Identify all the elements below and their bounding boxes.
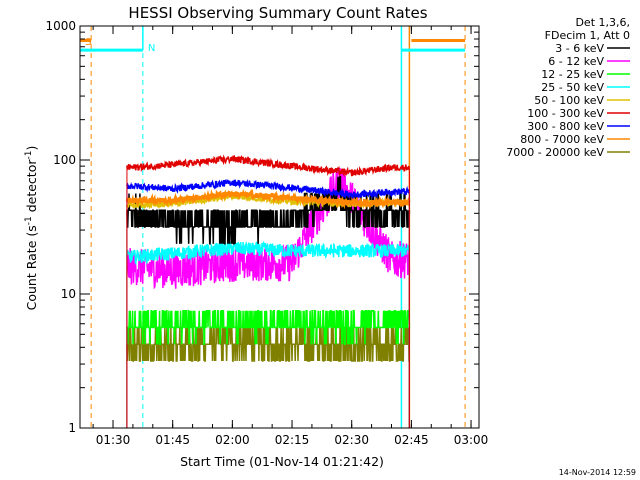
series-line-3 <box>126 240 411 266</box>
y-axis-label-sup2: -1 <box>24 151 34 160</box>
series-line-7 <box>125 188 411 210</box>
legend-entry-4: 50 - 100 keV <box>534 94 604 107</box>
x-axis-label: Start Time (01-Nov-14 01:21:42) <box>180 454 384 469</box>
series-line-1 <box>126 168 411 290</box>
timestamp-label: 14-Nov-2014 12:59 <box>559 468 636 477</box>
night-label: N <box>148 43 155 54</box>
y-tick-label-0: 1 <box>68 421 76 435</box>
y-axis-label-sup1: -1 <box>24 216 34 225</box>
x-tick-label-0: 01:30 <box>96 433 131 447</box>
plot-area: S N 1 10 100 1000 01:30 01:45 02:00 02:15 02:30 02:… <box>45 19 488 447</box>
y-axis-label: Count Rate (s-1 detector-1) <box>24 146 39 311</box>
y-tick-label-1: 10 <box>61 287 76 301</box>
legend-entry-6: 300 - 800 keV <box>527 120 604 133</box>
x-tick-label-1: 01:45 <box>155 433 190 447</box>
x-tick-label-4: 02:30 <box>334 433 369 447</box>
legend-entry-2: 12 - 25 keV <box>541 68 604 81</box>
legend-entry-5: 100 - 300 keV <box>527 107 604 120</box>
legend-entry-7: 800 - 7000 keV <box>520 133 604 146</box>
x-tick-label-2: 02:00 <box>215 433 250 447</box>
legend-header-0: Det 1,3,6, <box>575 16 630 29</box>
legend-entry-3: 25 - 50 keV <box>541 81 604 94</box>
x-tick-label-5: 02:45 <box>394 433 429 447</box>
saa-label: S <box>85 37 91 48</box>
series-line-2 <box>126 310 411 346</box>
y-tick-label-2: 100 <box>53 153 76 167</box>
series-line-6 <box>126 178 410 200</box>
chart-title: HESSI Observing Summary Count Rates <box>128 4 427 22</box>
x-tick-label-6: 03:00 <box>454 433 489 447</box>
x-tick-label-3: 02:15 <box>275 433 310 447</box>
y-axis-label-end: ) <box>24 146 39 151</box>
legend-entry-0: 3 - 6 keV <box>555 42 604 55</box>
legend-entry-8: 7000 - 20000 keV <box>506 146 604 159</box>
series-line-0 <box>126 176 411 245</box>
legend-header-1: FDecim 1, Att 0 <box>545 29 630 42</box>
legend-entry-1: 6 - 12 keV <box>548 55 604 68</box>
series-line-5 <box>126 154 410 178</box>
y-axis-label-mid: detector <box>24 159 39 217</box>
y-tick-label-3: 1000 <box>45 19 76 33</box>
y-axis-label-main: Count Rate (s <box>24 225 39 310</box>
plot-frame <box>79 25 480 429</box>
